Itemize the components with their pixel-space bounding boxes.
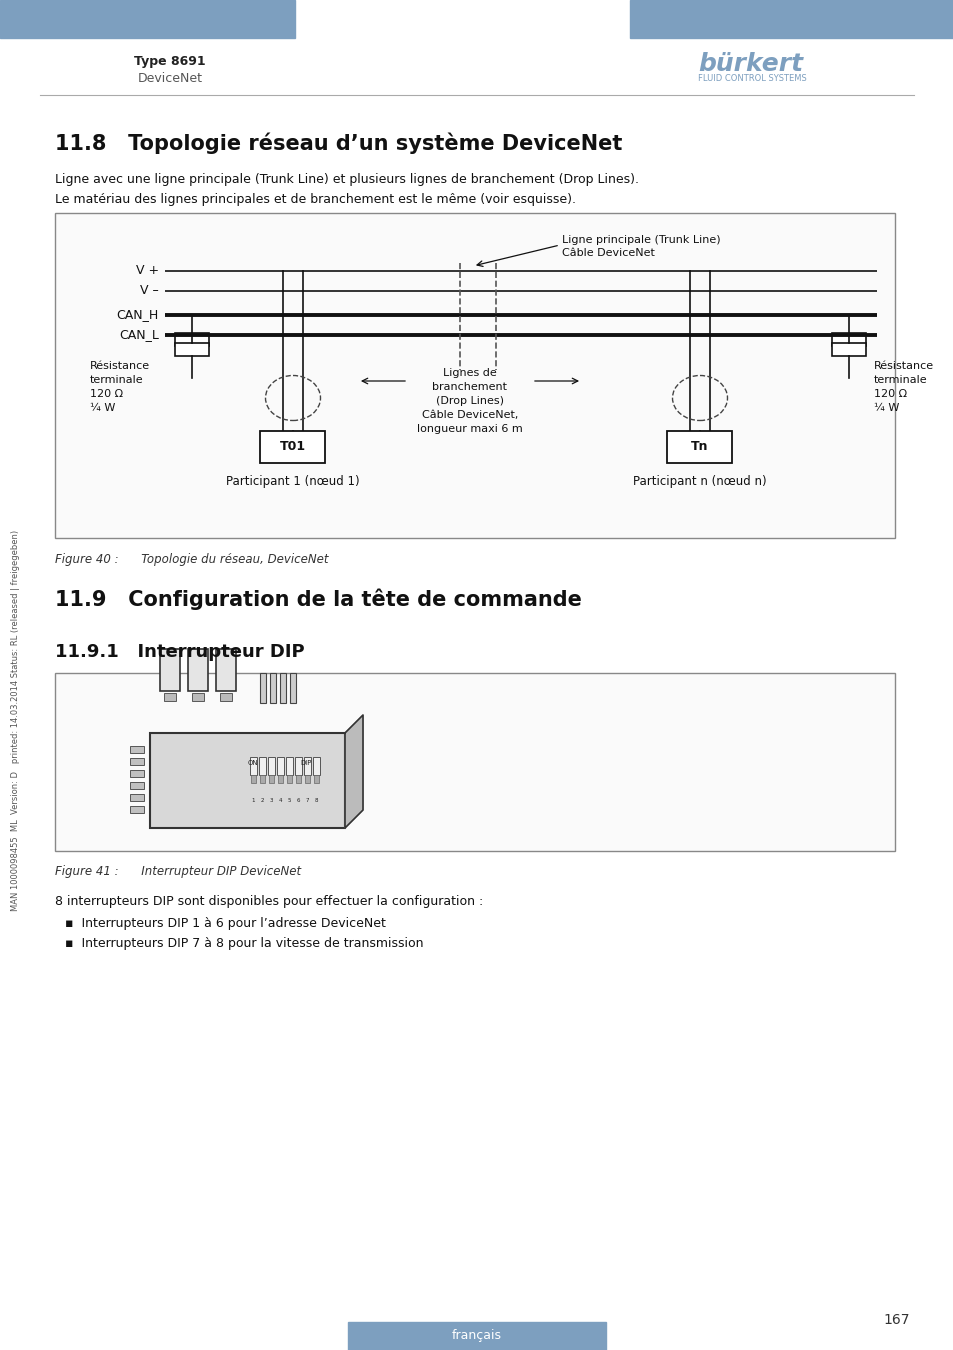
Text: MAN 1000098455  ML  Version: D   printed: 14.03.2014 Status: RL (released | frei: MAN 1000098455 ML Version: D printed: 14… (11, 529, 20, 910)
Text: 6: 6 (296, 798, 300, 803)
Text: 8: 8 (314, 798, 318, 803)
Bar (260, 431, 325, 463)
Text: DeviceNet: DeviceNet (137, 72, 202, 85)
Text: Figure 40 :: Figure 40 : (55, 554, 118, 566)
Text: Topologie du réseau, DeviceNet: Topologie du réseau, DeviceNet (130, 554, 328, 566)
Bar (295, 775, 301, 783)
Bar (260, 674, 266, 703)
Polygon shape (345, 716, 363, 828)
Bar (130, 757, 144, 765)
Text: FLUID CONTROL SYSTEMS: FLUID CONTROL SYSTEMS (698, 74, 806, 82)
Bar (276, 757, 284, 775)
Text: V +: V + (135, 265, 159, 278)
Bar (313, 757, 319, 775)
Bar (287, 775, 292, 783)
Text: 11.9   Configuration de la tête de commande: 11.9 Configuration de la tête de command… (55, 589, 581, 609)
Bar (215, 649, 235, 691)
Bar (269, 775, 274, 783)
Text: 4: 4 (278, 798, 282, 803)
Bar (55, 674, 894, 850)
Bar (705, 14, 711, 20)
Text: 8 interrupteurs DIP sont disponibles pour effectuer la configuration :: 8 interrupteurs DIP sont disponibles pou… (55, 895, 483, 909)
Bar (305, 775, 310, 783)
Bar (220, 693, 232, 701)
Text: 11.8   Topologie réseau d’un système DeviceNet: 11.8 Topologie réseau d’un système Devic… (55, 132, 621, 154)
Text: T01: T01 (279, 440, 306, 454)
Bar (150, 733, 345, 828)
Text: Le matériau des lignes principales et de branchement est le même (voir esquisse): Le matériau des lignes principales et de… (55, 193, 576, 207)
Text: Résistance
terminale
120 Ω
¼ W: Résistance terminale 120 Ω ¼ W (90, 360, 150, 413)
Text: 1: 1 (252, 798, 255, 803)
Bar (130, 747, 144, 753)
Bar (290, 674, 295, 703)
Bar (277, 775, 283, 783)
Text: français: français (452, 1330, 501, 1342)
Bar (174, 343, 209, 356)
Bar (260, 775, 265, 783)
Bar (294, 757, 302, 775)
Text: 7: 7 (305, 798, 309, 803)
Bar (164, 693, 175, 701)
Bar (270, 674, 275, 703)
Text: Type 8691: Type 8691 (134, 55, 206, 68)
Text: Figure 41 :: Figure 41 : (55, 865, 118, 878)
Text: CAN_L: CAN_L (119, 328, 159, 342)
Text: 5: 5 (288, 798, 291, 803)
Bar (130, 806, 144, 813)
Bar (831, 333, 865, 346)
Text: 2: 2 (260, 798, 264, 803)
Bar (286, 757, 293, 775)
Text: 3: 3 (270, 798, 273, 803)
Text: V –: V – (140, 285, 159, 297)
Bar (698, 14, 703, 20)
Bar (250, 757, 256, 775)
Bar (192, 693, 204, 701)
Text: DIP: DIP (299, 760, 311, 765)
Text: 11.9.1   Interrupteur DIP: 11.9.1 Interrupteur DIP (55, 643, 304, 662)
Bar (268, 757, 274, 775)
Bar (831, 343, 865, 356)
Bar (130, 782, 144, 788)
Text: CAN_H: CAN_H (116, 309, 159, 321)
Bar (314, 775, 318, 783)
Bar (304, 757, 311, 775)
Text: Interrupteur DIP DeviceNet: Interrupteur DIP DeviceNet (130, 865, 301, 878)
Bar (721, 14, 771, 20)
Bar (130, 794, 144, 801)
Text: Résistance
terminale
120 Ω
¼ W: Résistance terminale 120 Ω ¼ W (873, 360, 933, 413)
Bar (713, 14, 720, 20)
Bar (188, 649, 208, 691)
Bar (130, 769, 144, 778)
Bar (667, 431, 732, 463)
Bar (629, 0, 953, 38)
Text: ON: ON (248, 760, 258, 765)
Text: Ligne avec une ligne principale (Trunk Line) et plusieurs lignes de branchement : Ligne avec une ligne principale (Trunk L… (55, 173, 639, 186)
Text: Lignes de
branchement
(Drop Lines)
Câble DeviceNet,
longueur maxi 6 m: Lignes de branchement (Drop Lines) Câble… (416, 369, 522, 433)
Bar (0, 0, 294, 38)
Text: Participant 1 (nœud 1): Participant 1 (nœud 1) (226, 475, 359, 487)
Bar (348, 1322, 605, 1350)
Text: Ligne principale (Trunk Line)
Câble DeviceNet: Ligne principale (Trunk Line) Câble Devi… (561, 235, 720, 258)
Text: bürkert: bürkert (698, 53, 802, 76)
Text: ▪  Interrupteurs DIP 7 à 8 pour la vitesse de transmission: ▪ Interrupteurs DIP 7 à 8 pour la vitess… (65, 937, 423, 950)
Bar (280, 674, 286, 703)
Bar (174, 333, 209, 346)
Text: Tn: Tn (691, 440, 708, 454)
Bar (160, 649, 180, 691)
Text: ▪  Interrupteurs DIP 1 à 6 pour l’adresse DeviceNet: ▪ Interrupteurs DIP 1 à 6 pour l’adresse… (65, 917, 385, 930)
Bar (55, 213, 894, 539)
Bar (258, 757, 266, 775)
Bar (251, 775, 255, 783)
Text: 167: 167 (882, 1314, 909, 1327)
Text: Participant n (nœud n): Participant n (nœud n) (633, 475, 766, 487)
